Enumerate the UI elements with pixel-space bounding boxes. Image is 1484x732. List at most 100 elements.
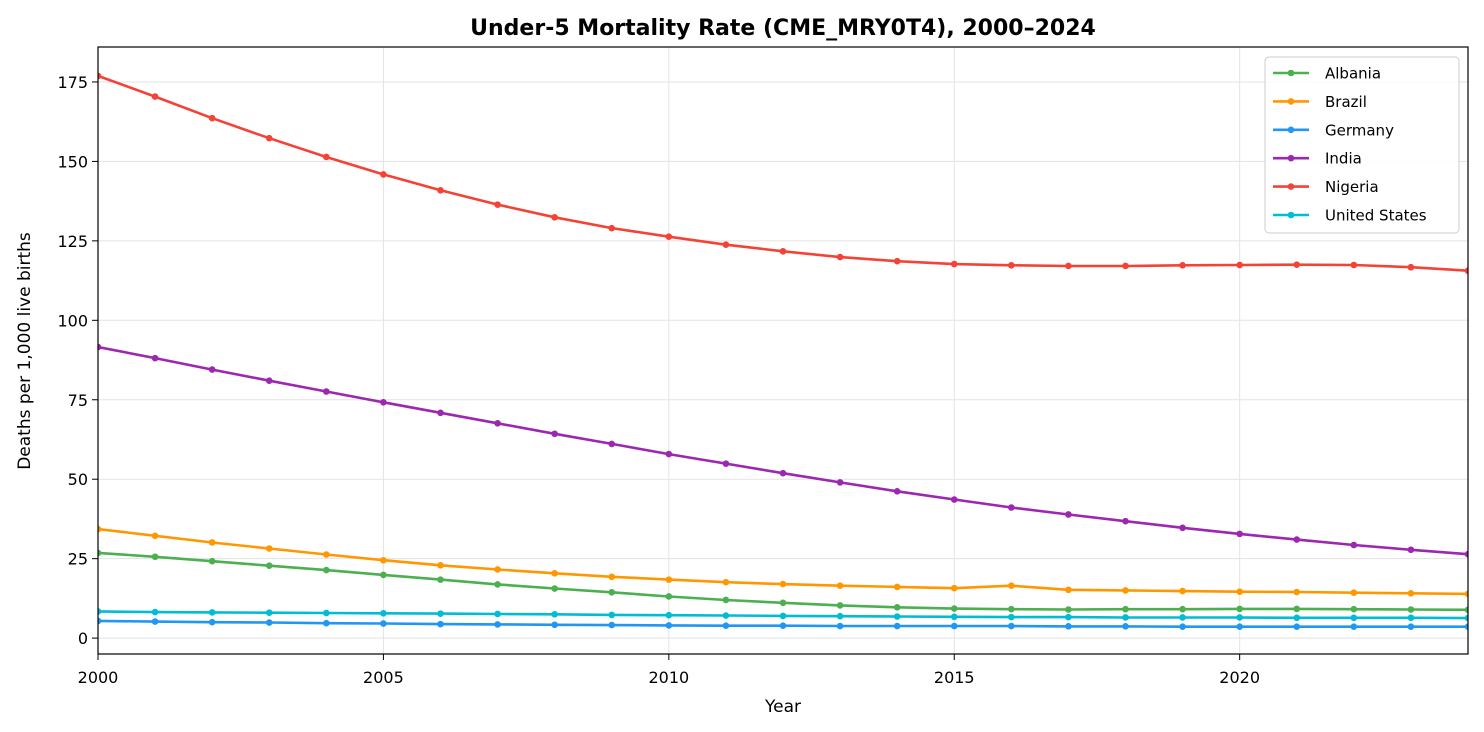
data-point — [722, 460, 730, 467]
data-point — [151, 618, 159, 625]
data-point — [98, 343, 102, 351]
data-point — [494, 581, 501, 588]
y-tick-label: 50 — [68, 470, 88, 489]
x-axis-title: Year — [764, 697, 801, 717]
data-point — [98, 72, 102, 80]
data-point — [494, 610, 501, 618]
data-point — [151, 93, 159, 100]
data-point — [1350, 541, 1358, 549]
data-point — [1293, 623, 1301, 630]
data-point — [494, 566, 501, 573]
data-point — [1464, 623, 1468, 630]
data-point — [1464, 550, 1468, 558]
data-point — [608, 589, 616, 596]
data-point — [1407, 546, 1415, 554]
data-point — [208, 539, 216, 546]
series-united-states — [98, 608, 1468, 622]
data-point — [1236, 530, 1243, 538]
data-point — [779, 599, 787, 607]
data-point — [1179, 524, 1186, 532]
data-point — [779, 612, 787, 620]
data-point — [665, 611, 673, 619]
legend-item: United States — [1273, 207, 1427, 225]
legend-swatch-marker — [1287, 183, 1295, 190]
data-point — [151, 532, 159, 540]
legend-swatch-marker — [1287, 154, 1295, 162]
data-point — [779, 469, 787, 477]
data-point — [1293, 605, 1301, 613]
legend-swatch-marker — [1287, 98, 1295, 105]
legend-swatch-marker — [1287, 126, 1295, 134]
data-point — [722, 241, 730, 248]
y-tick-label: 125 — [57, 232, 88, 251]
data-point — [380, 571, 387, 579]
series-india — [98, 343, 1468, 558]
data-point — [893, 487, 901, 495]
series-germany — [98, 617, 1468, 630]
legend-label: United States — [1325, 207, 1427, 225]
data-point — [208, 609, 216, 616]
data-point — [1464, 614, 1468, 622]
data-point — [323, 619, 330, 627]
data-point — [437, 187, 444, 194]
data-point — [1236, 605, 1243, 613]
data-point — [265, 609, 273, 616]
data-point — [208, 366, 216, 373]
data-point — [437, 576, 444, 583]
data-point — [1008, 262, 1015, 269]
data-point — [437, 562, 444, 569]
data-point — [1407, 623, 1415, 630]
data-point — [950, 496, 958, 503]
data-point — [1464, 606, 1468, 614]
x-tick-label: 2000 — [78, 668, 119, 687]
data-point — [665, 233, 673, 241]
data-point — [265, 619, 273, 626]
data-point — [1236, 261, 1243, 269]
data-point — [1464, 267, 1468, 275]
data-point — [494, 621, 501, 628]
data-point — [551, 610, 558, 618]
data-point — [1350, 614, 1358, 622]
data-point — [380, 610, 387, 617]
data-point — [1293, 536, 1301, 543]
series-line — [98, 345, 1468, 556]
legend: Albania Brazil Germany India Nigeria United S… — [1264, 56, 1460, 234]
data-point — [437, 610, 444, 617]
data-point — [1407, 263, 1415, 271]
data-point — [1122, 517, 1129, 525]
y-tick-label: 175 — [57, 73, 88, 92]
data-point — [893, 622, 901, 630]
data-point — [551, 214, 558, 221]
legend-swatch-marker — [1287, 69, 1295, 77]
data-point — [265, 545, 273, 552]
legend-swatch-marker — [1287, 211, 1295, 219]
x-tick-label: 2010 — [648, 668, 689, 687]
data-point — [950, 605, 958, 612]
legend-label: Brazil — [1325, 93, 1367, 111]
data-point — [380, 171, 387, 178]
legend-box — [1264, 56, 1460, 234]
data-point — [1350, 623, 1358, 630]
series-brazil — [98, 525, 1468, 598]
data-point — [1407, 606, 1415, 613]
data-point — [779, 622, 787, 630]
data-point — [437, 620, 444, 628]
data-point — [1293, 588, 1301, 596]
data-point — [1179, 614, 1186, 621]
data-point — [380, 620, 387, 627]
data-point — [722, 612, 730, 619]
legend-item: Brazil — [1273, 93, 1367, 111]
series-lines — [98, 72, 1468, 630]
data-point — [1350, 589, 1358, 596]
series-albania — [98, 549, 1468, 614]
data-point — [1122, 623, 1129, 630]
data-point — [323, 388, 330, 395]
x-tick-label: 2015 — [934, 668, 975, 687]
legend-label: Nigeria — [1325, 178, 1379, 196]
data-point — [265, 377, 273, 384]
data-point — [98, 549, 102, 557]
data-point — [265, 134, 273, 142]
data-point — [551, 585, 558, 592]
data-point — [608, 224, 616, 232]
data-point — [665, 576, 673, 583]
